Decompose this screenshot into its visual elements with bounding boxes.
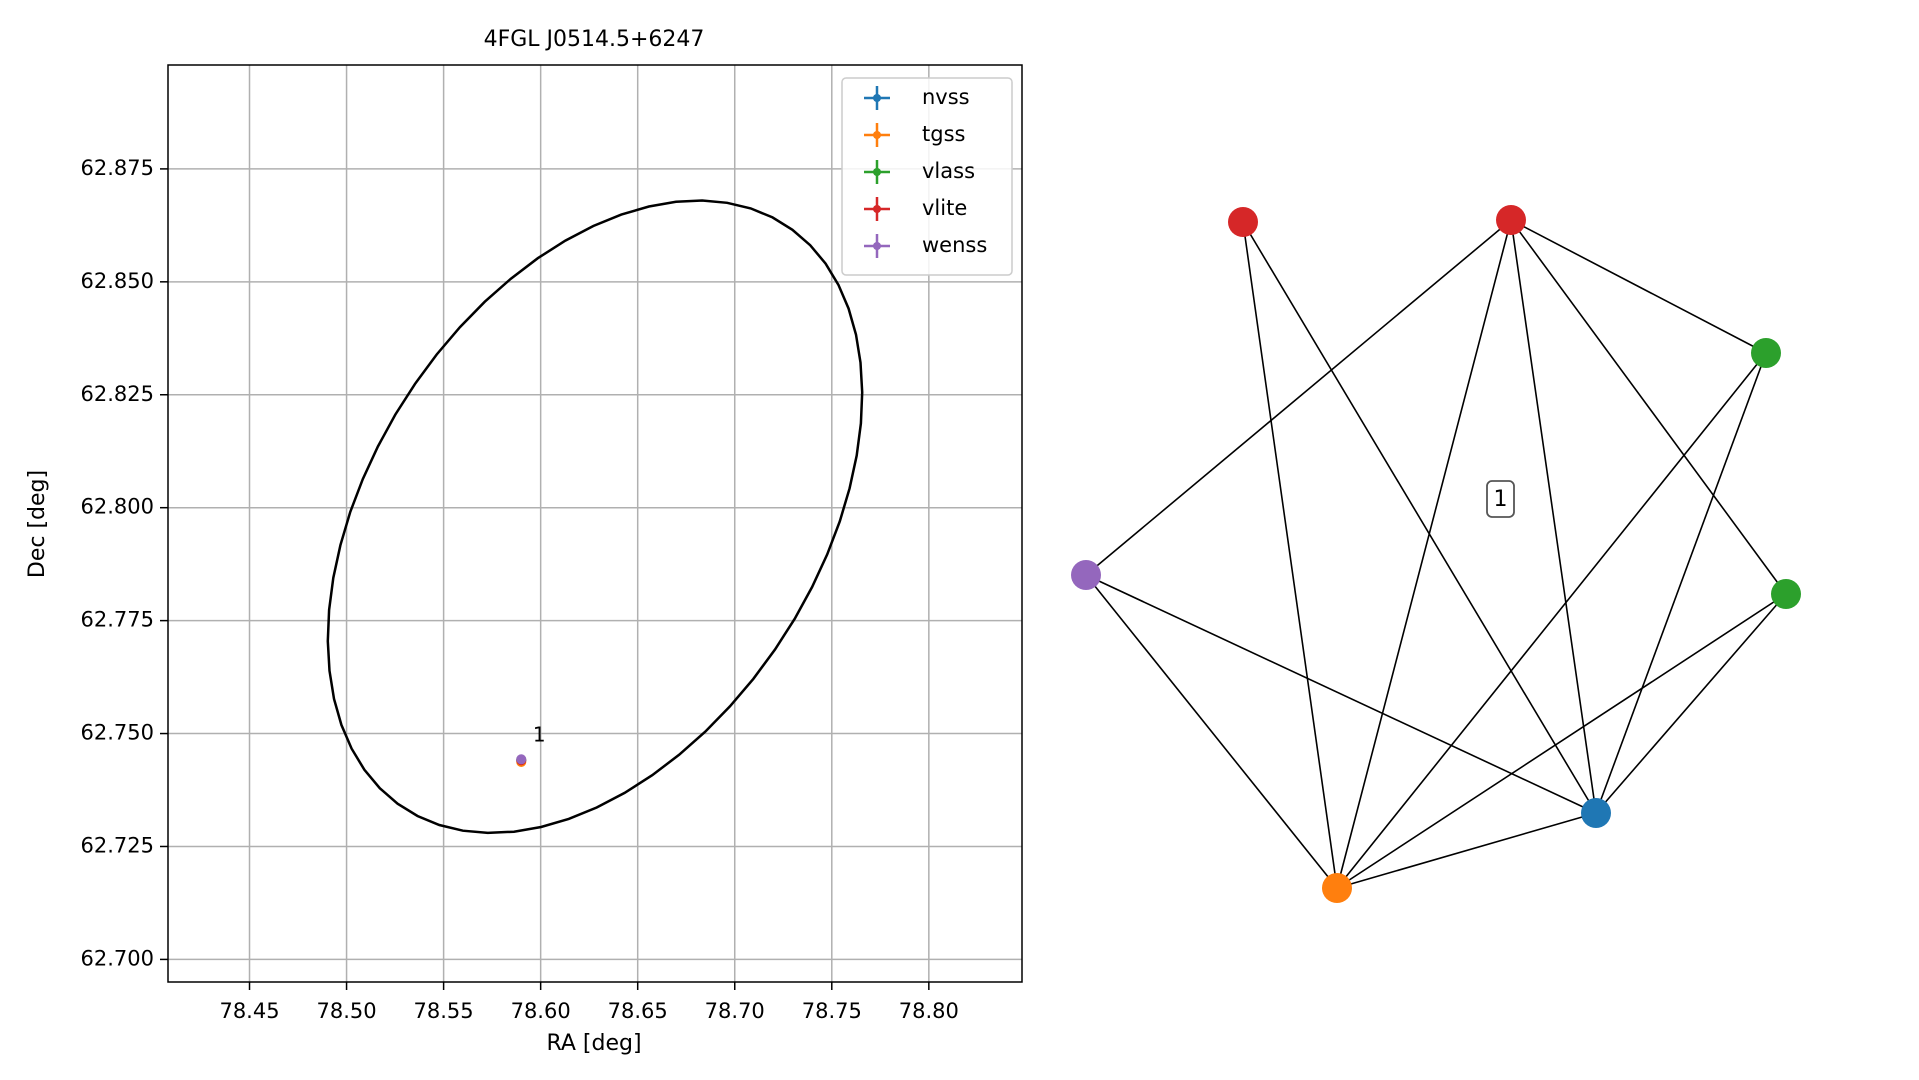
y-tick-label: 62.775 bbox=[81, 608, 154, 632]
x-tick-label: 78.45 bbox=[219, 999, 279, 1023]
y-tick-label: 62.875 bbox=[81, 156, 154, 180]
legend-label: vlite bbox=[922, 196, 967, 220]
legend-frame bbox=[841, 77, 1013, 276]
y-tick-label: 62.750 bbox=[81, 721, 154, 745]
edge-green-1-blue bbox=[1595, 352, 1767, 814]
x-tick-label: 78.50 bbox=[317, 999, 377, 1023]
node-red-2 bbox=[1496, 205, 1526, 235]
cluster-label-text: 1 bbox=[1494, 487, 1508, 512]
edge-green-2-blue bbox=[1595, 593, 1787, 814]
grid bbox=[168, 65, 1022, 982]
y-axis-ticks: 62.700 62.725 62.750 62.775 62.800 62.825 62.8… bbox=[81, 156, 168, 970]
legend-label: vlass bbox=[922, 159, 975, 183]
y-tick-label: 62.800 bbox=[81, 495, 154, 519]
legend-marker-dot bbox=[873, 242, 881, 250]
cluster-label: 1 bbox=[1486, 480, 1515, 518]
x-tick-label: 78.65 bbox=[608, 999, 668, 1023]
data-point-wenss bbox=[516, 754, 527, 765]
legend-label: nvss bbox=[922, 85, 970, 109]
legend-marker-dot bbox=[873, 94, 881, 102]
x-tick-label: 78.60 bbox=[511, 999, 571, 1023]
chart-title: 4FGL J0514.5+6247 bbox=[484, 27, 705, 52]
point-annotation: 1 bbox=[533, 722, 546, 746]
x-axis-label: RA [deg] bbox=[546, 1031, 641, 1056]
node-orange bbox=[1322, 873, 1352, 903]
network-nodes bbox=[1071, 205, 1801, 903]
legend-marker-dot bbox=[873, 168, 881, 176]
legend-marker-dot bbox=[873, 131, 881, 139]
plot-frame bbox=[167, 64, 1023, 983]
edge-red-2-blue bbox=[1510, 219, 1597, 814]
x-tick-label: 78.80 bbox=[899, 999, 959, 1023]
y-tick-label: 62.825 bbox=[81, 382, 154, 406]
node-red-1 bbox=[1228, 207, 1258, 237]
edge-orange-blue bbox=[1336, 812, 1597, 889]
legend-entry-wenss: wenss bbox=[864, 233, 987, 258]
legend-entry-vlass: vlass bbox=[864, 159, 975, 184]
network-edges bbox=[1085, 219, 1787, 889]
x-tick-label: 78.55 bbox=[414, 999, 474, 1023]
edge-purple-blue bbox=[1085, 574, 1597, 814]
x-tick-label: 78.75 bbox=[802, 999, 862, 1023]
node-purple bbox=[1071, 560, 1101, 590]
y-tick-label: 62.850 bbox=[81, 269, 154, 293]
y-tick-label: 62.700 bbox=[81, 946, 154, 970]
legend-entry-vlite: vlite bbox=[864, 196, 967, 221]
data-points bbox=[516, 754, 527, 768]
legend-entry-nvss: nvss bbox=[864, 85, 970, 110]
edge-red-1-blue bbox=[1242, 221, 1597, 814]
edge-red-1-orange bbox=[1242, 221, 1338, 889]
edge-green-1-orange bbox=[1336, 352, 1767, 889]
legend-label: wenss bbox=[922, 233, 987, 257]
legend-entry-tgss: tgss bbox=[864, 122, 965, 147]
network-panel: 1 bbox=[1071, 205, 1801, 903]
edge-red-2-orange bbox=[1336, 219, 1512, 889]
edge-red-2-purple bbox=[1085, 219, 1512, 576]
legend: nvss tgss vlass vlite wenss bbox=[841, 77, 1013, 276]
y-axis-label: Dec [deg] bbox=[25, 470, 50, 578]
edge-purple-orange bbox=[1085, 574, 1338, 889]
edge-green-2-orange bbox=[1336, 593, 1787, 889]
edge-red-2-green-1 bbox=[1510, 219, 1767, 354]
node-green-2 bbox=[1771, 579, 1801, 609]
legend-label: tgss bbox=[922, 122, 965, 146]
x-tick-label: 78.70 bbox=[705, 999, 765, 1023]
edge-red-2-green-2 bbox=[1510, 219, 1787, 595]
y-tick-label: 62.725 bbox=[81, 833, 154, 857]
legend-marker-dot bbox=[873, 205, 881, 213]
scatter-panel: 4FGL J0514.5+6247 78.45 78.50 78.55 78.60 78… bbox=[25, 27, 1023, 1056]
node-green-1 bbox=[1751, 338, 1781, 368]
x-axis-ticks: 78.45 78.50 78.55 78.60 78.65 78.70 78.75 78.80 bbox=[219, 982, 959, 1023]
uncertainty-ellipse bbox=[326, 199, 864, 835]
node-blue bbox=[1581, 798, 1611, 828]
